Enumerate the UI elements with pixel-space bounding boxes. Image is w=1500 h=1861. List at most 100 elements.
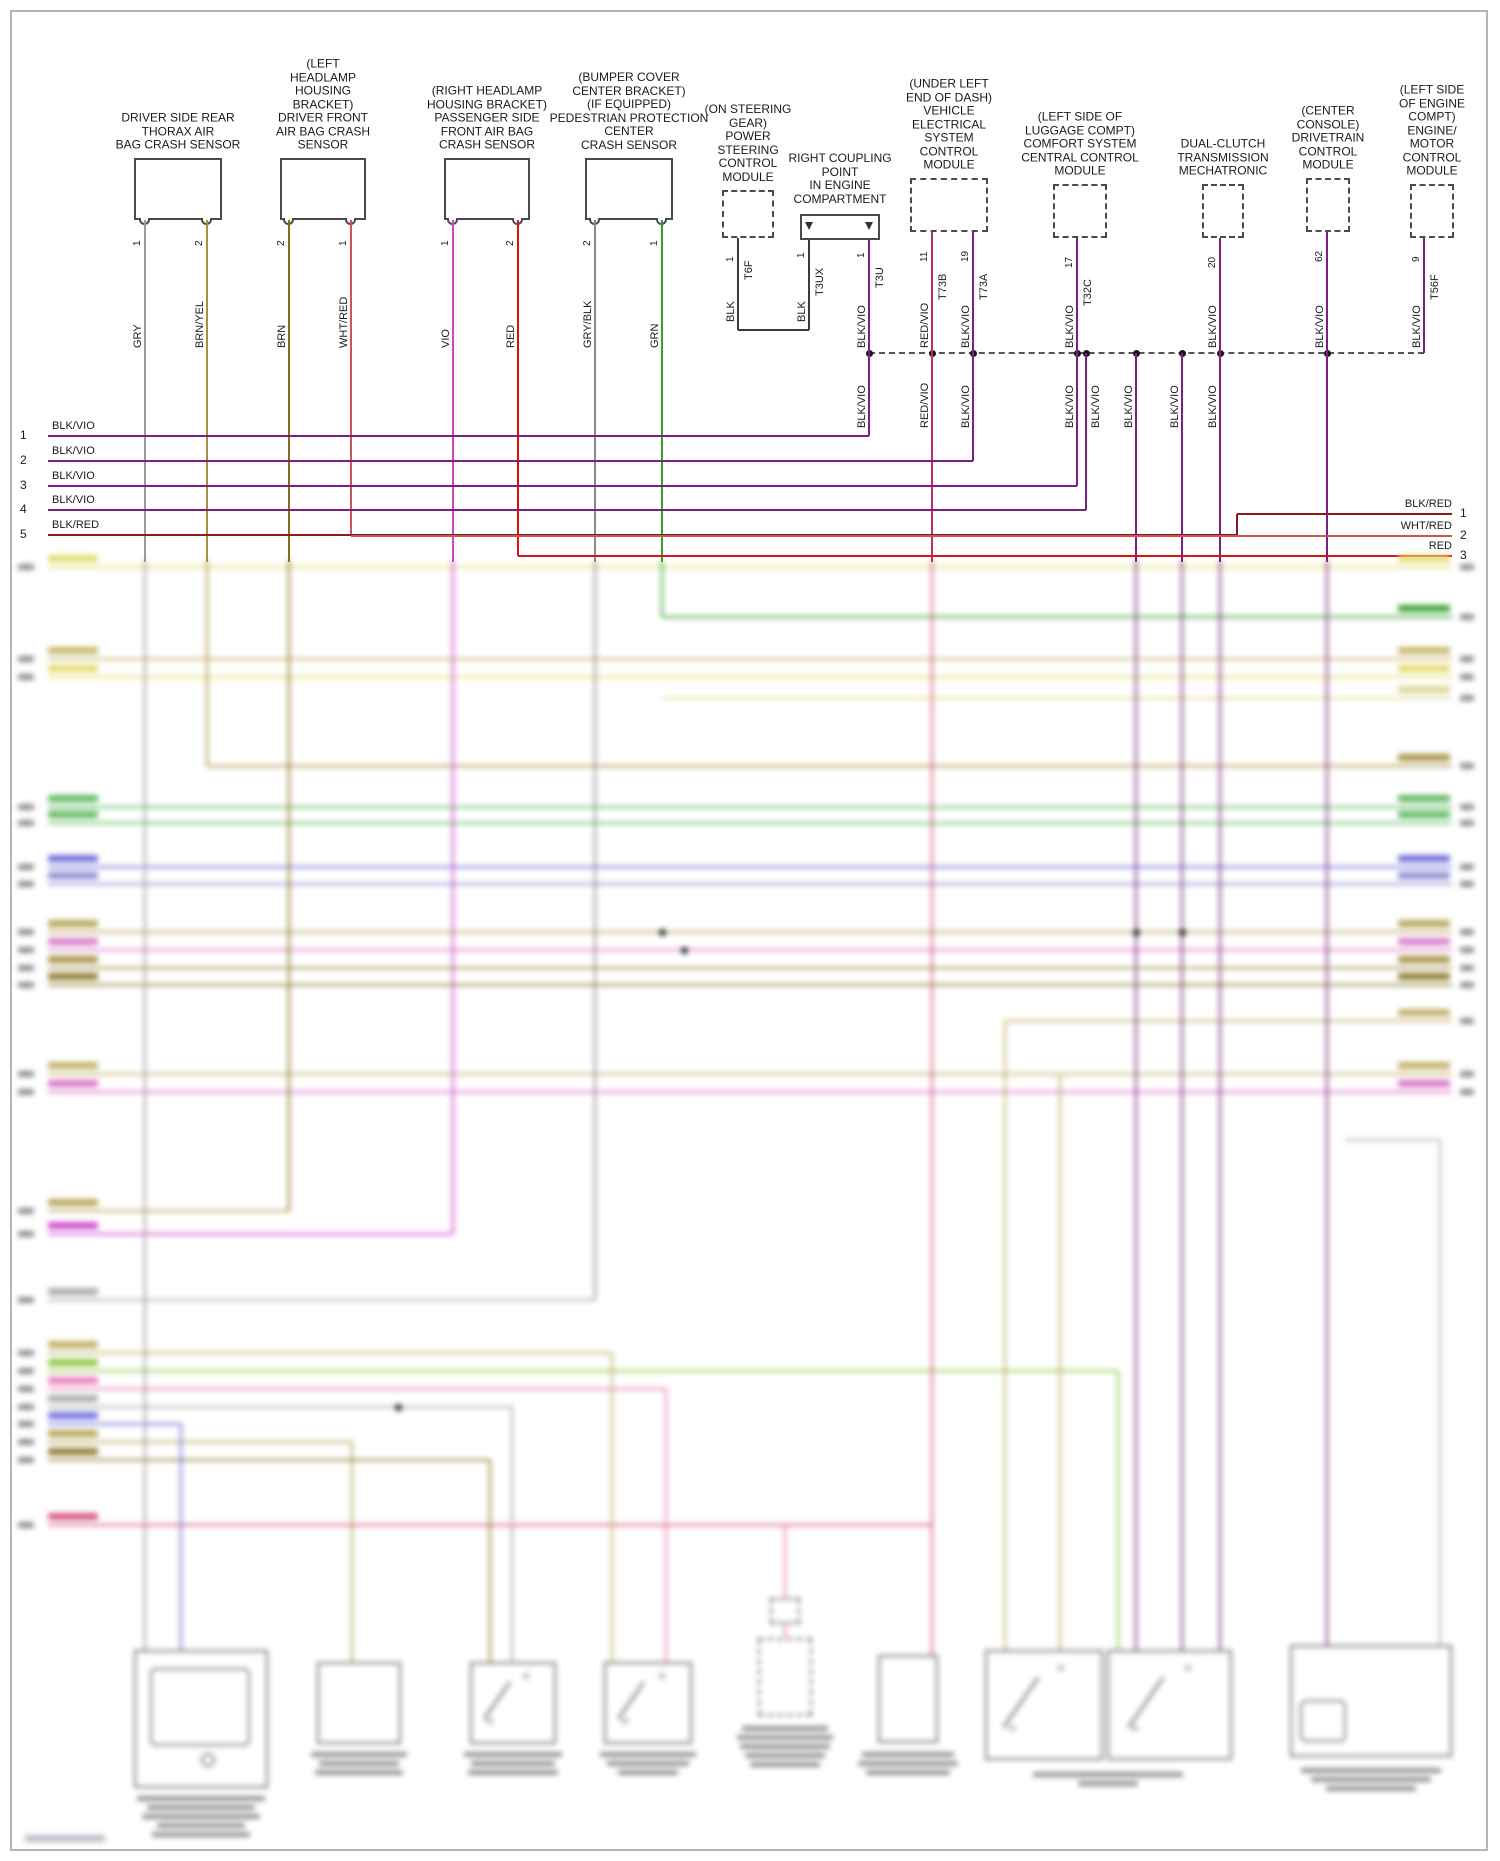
wire-vertical <box>350 220 352 536</box>
blurred-row-number <box>18 947 34 953</box>
blurred-wire-label <box>1398 920 1450 927</box>
row-number: 1 <box>1460 506 1467 520</box>
blurred-caption-bar <box>142 1814 260 1819</box>
pin-number: 20 <box>1207 256 1218 268</box>
component-label-line: ELECTRICAL <box>911 117 987 131</box>
component-label-line: CONTROL <box>1402 150 1462 164</box>
component-label-line: AIR BAG CRASH <box>275 124 371 138</box>
component-label-line: CRASH SENSOR <box>580 137 678 152</box>
component-label-line: MODULE <box>1406 163 1458 178</box>
component-label-line: ENGINE/ <box>1407 123 1457 137</box>
row-number: 1 <box>20 428 27 442</box>
wire-vertical <box>931 560 933 1655</box>
component-box <box>585 158 673 220</box>
wire-horizontal <box>48 1388 666 1390</box>
wire-vertical <box>1135 560 1137 1650</box>
wire-horizontal <box>48 806 1452 808</box>
component-label-line: DRIVER FRONT <box>278 110 368 125</box>
wire-color-label: BLK/RED <box>52 519 100 531</box>
blurred-wire-label <box>48 956 98 963</box>
blurred-wire-label <box>1398 956 1450 963</box>
wire-vertical <box>594 560 596 1300</box>
row-number: 2 <box>20 453 27 467</box>
blurred-row-number <box>1460 656 1474 662</box>
blurred-row-number <box>18 1071 34 1077</box>
wire-horizontal <box>48 1233 453 1235</box>
blurred-wire-label <box>48 1412 98 1419</box>
blurred-row-number <box>1460 864 1474 870</box>
blurred-wire-label <box>48 938 98 945</box>
blurred-wire-label <box>1398 647 1450 654</box>
component-box <box>1410 184 1454 238</box>
blurred-switch-contact <box>1184 1665 1191 1672</box>
blurred-caption-bar <box>152 1832 250 1837</box>
wire-color-label: BLK/VIO <box>1411 305 1423 348</box>
connector-code: T56F <box>1429 274 1441 300</box>
wire-vertical <box>972 232 974 461</box>
wire-vertical <box>1135 353 1137 562</box>
blurred-caption-bar <box>1033 1772 1183 1777</box>
blurred-row-number <box>18 965 34 971</box>
wire-color-label: BLK/VIO <box>1123 385 1135 428</box>
blurred-row-number <box>1460 564 1474 570</box>
blurred-component-inner <box>1300 1700 1346 1742</box>
blurred-wire-label <box>1398 605 1450 612</box>
pin-number: 1 <box>856 252 867 258</box>
wire-horizontal <box>1237 513 1452 515</box>
component-label-line: CONTROL <box>1298 144 1358 158</box>
wire-vertical <box>594 220 596 562</box>
blurred-caption-bar <box>600 1752 696 1757</box>
blurred-row-number <box>18 1089 34 1095</box>
component-label-line: GEAR) <box>728 115 767 130</box>
wire-color-label: GRY <box>132 324 144 348</box>
connector-code: T3UX <box>814 267 826 296</box>
coupling-arrow-icon <box>865 222 873 230</box>
blurred-wire-label <box>48 920 98 927</box>
component-box <box>910 178 988 232</box>
component-box <box>134 158 222 220</box>
wire-vertical <box>180 1424 182 1650</box>
blurred-row-number <box>18 1522 34 1528</box>
component-label-line: CONTROL <box>718 156 778 170</box>
blurred-component-box <box>470 1662 556 1744</box>
blurred-row-number <box>18 1297 34 1303</box>
component-label-line: (UNDER LEFT <box>909 76 989 91</box>
wire-horizontal <box>48 866 1452 868</box>
wire-horizontal <box>48 1210 289 1212</box>
blurred-caption-bar <box>137 1796 265 1801</box>
blurred-row-number <box>18 1350 34 1356</box>
wire-vertical <box>808 240 810 330</box>
wire-vertical <box>1219 560 1221 1650</box>
blurred-caption-bar <box>866 1770 950 1775</box>
wire-horizontal <box>48 460 973 462</box>
component-label-line: TRANSMISSION <box>1177 150 1269 164</box>
component-label-line: CENTER BRACKET) <box>572 83 686 98</box>
wire-color-label: BLK/VIO <box>1064 305 1076 348</box>
row-number: 3 <box>20 478 27 492</box>
component-label-line: IN ENGINE <box>809 178 871 192</box>
component-label-line: (CENTER <box>1301 103 1355 118</box>
blurred-row-number <box>1460 1018 1474 1024</box>
blurred-caption-bar <box>1326 1786 1416 1791</box>
component-label-line: (RIGHT HEADLAMP <box>431 83 543 98</box>
wire-horizontal <box>48 1459 490 1461</box>
component-box <box>1053 184 1107 238</box>
component-label-line: RIGHT COUPLING <box>788 151 892 165</box>
wire-color-label: RED/VIO <box>919 382 931 428</box>
blurred-wire-label <box>48 1080 98 1087</box>
wire-vertical <box>1117 1371 1119 1650</box>
junction-dot <box>1178 928 1186 936</box>
wire-color-label: RED/VIO <box>919 302 931 348</box>
component-label-line: (IF EQUIPPED) <box>586 97 671 111</box>
component-label: (ON STEERING GEAR) POWER STEERING CONTROL MOD… <box>658 102 838 184</box>
wire-horizontal <box>48 1370 1118 1372</box>
blurred-wire-label <box>48 795 98 802</box>
component-label-line: MODULE <box>722 169 774 184</box>
blurred-row-number <box>1460 982 1474 988</box>
wire-horizontal <box>351 535 1452 537</box>
pin-number: 1 <box>132 240 143 246</box>
blurred-caption-bar <box>1311 1777 1431 1782</box>
component-label-line: MODULE <box>1302 157 1354 172</box>
blurred-wire-label <box>48 1222 98 1229</box>
wire-horizontal <box>1345 1139 1440 1141</box>
